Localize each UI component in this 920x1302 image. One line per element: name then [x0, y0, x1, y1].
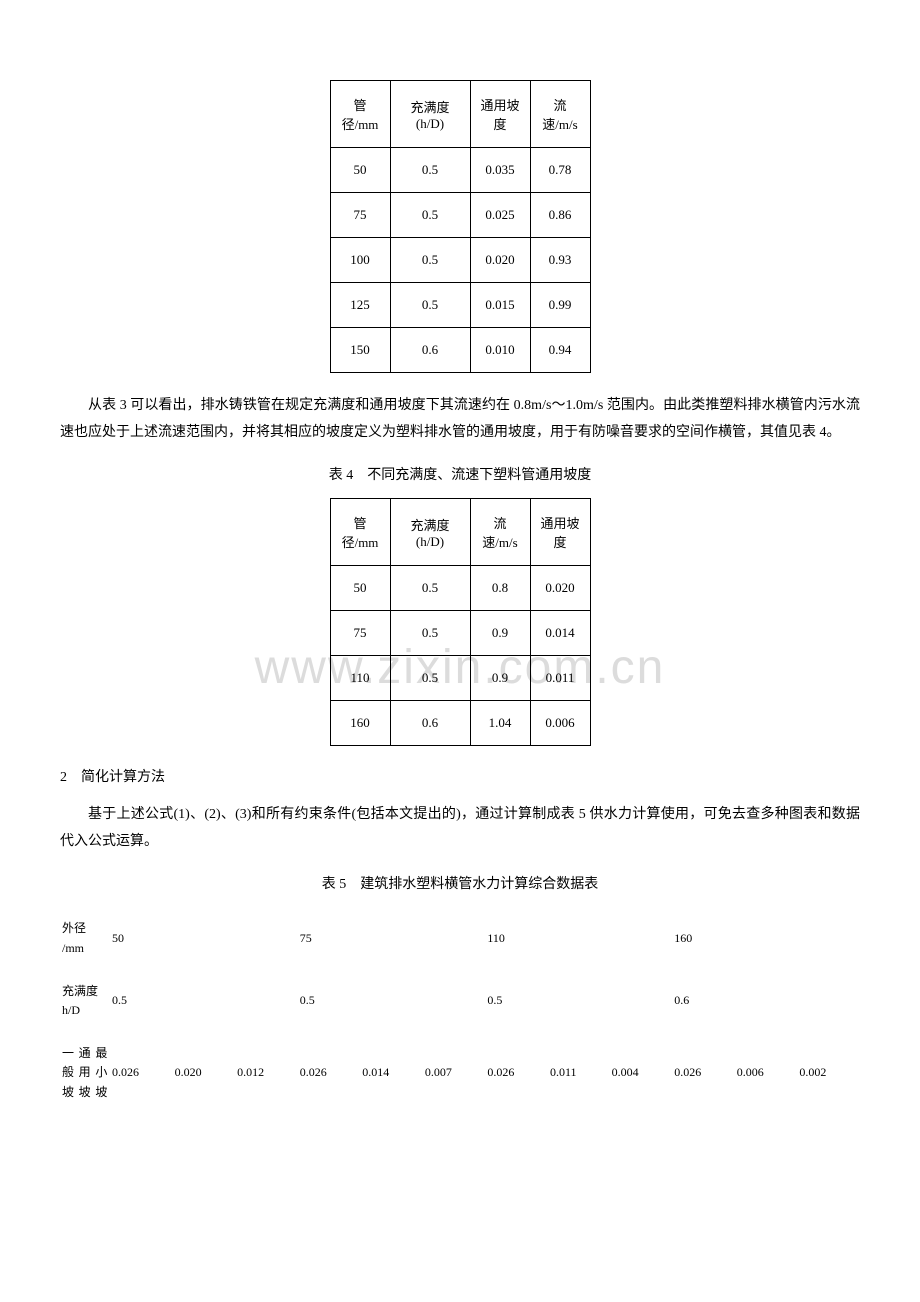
cell: 0.025: [470, 193, 530, 238]
col-header: 通用坡度: [470, 81, 530, 148]
cell: 0.6: [672, 970, 860, 1032]
cell: 0.78: [530, 148, 590, 193]
cell: 0.020: [530, 566, 590, 611]
table-row: 50 0.5 0.8 0.020: [330, 566, 590, 611]
table-3: 管径/mm 充满度(h/D) 通用坡度 流速/m/s 50 0.5 0.035 …: [330, 80, 591, 373]
paragraph-table3-note: 从表 3 可以看出，排水铸铁管在规定充满度和通用坡度下其流速约在 0.8m/s～…: [60, 393, 860, 446]
table-row: 150 0.6 0.010 0.94: [330, 328, 590, 373]
row-label-mid: 通 用 坡: [77, 1032, 94, 1114]
table-row: 110 0.5 0.9 0.011: [330, 656, 590, 701]
table-row: 管径/mm 充满度(h/D) 流速/m/s 通用坡度: [330, 499, 590, 566]
table-row: 外径 /mm 50 75 110 160: [60, 907, 860, 969]
cell: 0.5: [298, 970, 486, 1032]
cell: 0.014: [360, 1032, 423, 1114]
cell: 0.012: [235, 1032, 298, 1114]
table-row: 160 0.6 1.04 0.006: [330, 701, 590, 746]
cell: 0.5: [390, 656, 470, 701]
cell: 0.011: [548, 1032, 610, 1114]
cell: 0.004: [610, 1032, 673, 1114]
cell: 0.5: [390, 193, 470, 238]
cell: 0.035: [470, 148, 530, 193]
page-content: 管径/mm 充满度(h/D) 通用坡度 流速/m/s 50 0.5 0.035 …: [60, 80, 860, 1114]
paragraph-method: 基于上述公式(1)、(2)、(3)和所有约束条件(包括本文提出的)，通过计算制成…: [60, 802, 860, 855]
table-row: 75 0.5 0.025 0.86: [330, 193, 590, 238]
cell: 75: [330, 611, 390, 656]
col-header: 通用坡度: [530, 499, 590, 566]
cell: 0.94: [530, 328, 590, 373]
cell: 0.011: [530, 656, 590, 701]
cell: 50: [330, 566, 390, 611]
row-label: 充满度 h/D: [60, 970, 110, 1032]
caption-table4: 表 4 不同充满度、流速下塑料管通用坡度: [60, 464, 860, 484]
cell: 0.020: [470, 238, 530, 283]
table-row: 75 0.5 0.9 0.014: [330, 611, 590, 656]
table-row: 50 0.5 0.035 0.78: [330, 148, 590, 193]
cell: 0.8: [470, 566, 530, 611]
cell: 0.015: [470, 283, 530, 328]
cell: 0.86: [530, 193, 590, 238]
cell: 0.007: [423, 1032, 486, 1114]
cell: 1.04: [470, 701, 530, 746]
cell: 0.002: [797, 1032, 860, 1114]
table-row: 管径/mm 充满度(h/D) 通用坡度 流速/m/s: [330, 81, 590, 148]
cell: 110: [330, 656, 390, 701]
table-5: 外径 /mm 50 75 110 160 充满度 h/D 0.5 0.5 0.5…: [60, 907, 860, 1113]
row-label-right: 最 小 坡: [93, 1032, 110, 1114]
cell: 0.026: [485, 1032, 548, 1114]
cell: 75: [330, 193, 390, 238]
cell: 110: [485, 907, 672, 969]
cell: 50: [110, 907, 298, 969]
col-header: 管径/mm: [330, 81, 390, 148]
cell: 0.006: [735, 1032, 798, 1114]
row-label-left: 一 般 坡: [60, 1032, 77, 1114]
row-label: 外径 /mm: [60, 907, 110, 969]
cell: 0.020: [173, 1032, 236, 1114]
col-header: 充满度(h/D): [390, 499, 470, 566]
table-row: 充满度 h/D 0.5 0.5 0.5 0.6: [60, 970, 860, 1032]
cell: 160: [330, 701, 390, 746]
cell: 0.93: [530, 238, 590, 283]
table-row: 125 0.5 0.015 0.99: [330, 283, 590, 328]
cell: 0.9: [470, 611, 530, 656]
cell: 0.9: [470, 656, 530, 701]
cell: 0.026: [298, 1032, 361, 1114]
cell: 0.5: [390, 566, 470, 611]
caption-table5: 表 5 建筑排水塑料横管水力计算综合数据表: [60, 873, 860, 893]
cell: 125: [330, 283, 390, 328]
cell: 160: [672, 907, 860, 969]
cell: 0.5: [390, 238, 470, 283]
cell: 0.5: [110, 970, 298, 1032]
cell: 0.5: [485, 970, 672, 1032]
cell: 0.006: [530, 701, 590, 746]
table-4: 管径/mm 充满度(h/D) 流速/m/s 通用坡度 50 0.5 0.8 0.…: [330, 498, 591, 746]
section-heading-2: 2 简化计算方法: [60, 766, 860, 786]
cell: 0.5: [390, 611, 470, 656]
col-header: 充满度(h/D): [390, 81, 470, 148]
cell: 100: [330, 238, 390, 283]
cell: 50: [330, 148, 390, 193]
cell: 0.026: [672, 1032, 735, 1114]
cell: 0.5: [390, 148, 470, 193]
cell: 75: [298, 907, 486, 969]
col-header: 管径/mm: [330, 499, 390, 566]
cell: 0.014: [530, 611, 590, 656]
cell: 150: [330, 328, 390, 373]
table-row: 一 般 坡 通 用 坡 最 小 坡 0.026 0.020 0.012 0.02…: [60, 1032, 860, 1114]
col-header: 流速/m/s: [470, 499, 530, 566]
cell: 0.010: [470, 328, 530, 373]
cell: 0.026: [110, 1032, 173, 1114]
cell: 0.99: [530, 283, 590, 328]
cell: 0.5: [390, 283, 470, 328]
cell: 0.6: [390, 328, 470, 373]
table-row: 100 0.5 0.020 0.93: [330, 238, 590, 283]
cell: 0.6: [390, 701, 470, 746]
col-header: 流速/m/s: [530, 81, 590, 148]
